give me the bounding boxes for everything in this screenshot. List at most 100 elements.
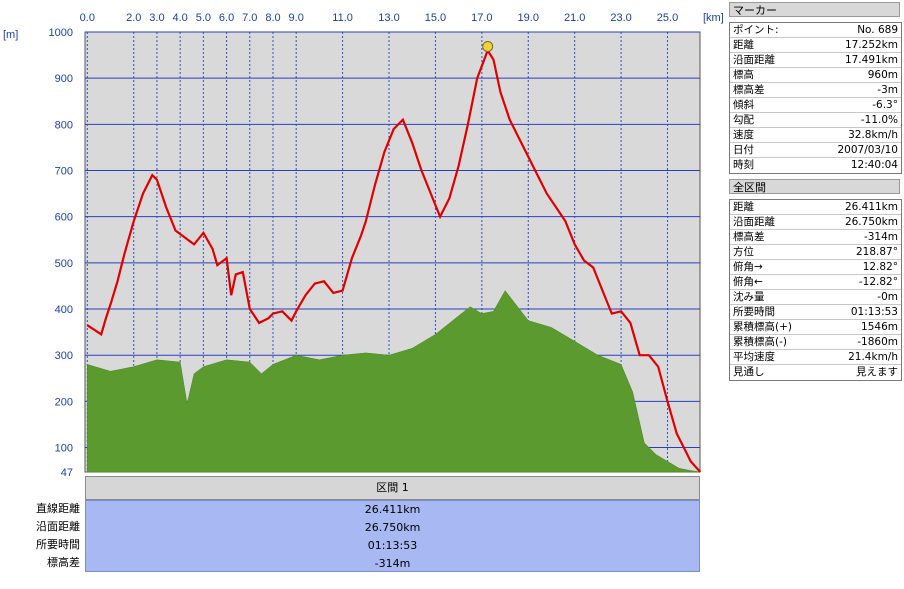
y-tick-label: 1000 <box>49 27 73 39</box>
info-row: 標高差 -3m <box>730 83 901 98</box>
y-tick-label: 600 <box>55 212 73 224</box>
y-tick-label: 300 <box>55 350 73 362</box>
x-tick-label: 11.0 <box>332 12 353 24</box>
y-tick-label: 47 <box>61 467 73 479</box>
info-row: 俯角→ 12.82° <box>730 260 901 275</box>
info-value: -3m <box>877 84 898 96</box>
info-label: 俯角→ <box>733 261 763 273</box>
info-label: 俯角← <box>733 276 763 288</box>
info-value: 12:40:04 <box>850 159 898 171</box>
route-line <box>86 48 702 473</box>
x-unit-label: [km] <box>703 12 724 24</box>
info-value: 32.8km/h <box>848 129 898 141</box>
info-value: -314m <box>863 231 898 243</box>
y-tick-label: 900 <box>55 73 73 85</box>
info-row: 沿面距離 17.491km <box>730 53 901 68</box>
info-row: 累積標高(+) 1546m <box>730 320 901 335</box>
info-value: 26.411km <box>844 201 898 213</box>
info-value: 17.491km <box>844 54 898 66</box>
info-value: 26.750km <box>844 216 898 228</box>
info-label: 日付 <box>733 144 754 156</box>
info-value: 21.4km/h <box>848 351 898 363</box>
y-tick-label: 400 <box>55 304 73 316</box>
info-label: 累積標高(-) <box>733 336 787 348</box>
section-value: 26.750km <box>364 521 421 534</box>
info-value: 1546m <box>861 321 898 333</box>
all-section-info-panel: 距離 26.411km 沿面距離 26.750km 標高差 -314m 方位 218.87° 俯… <box>729 199 902 381</box>
info-row: 時刻 12:40:04 <box>730 158 901 173</box>
info-label: 速度 <box>733 129 754 141</box>
x-tick-labels: 0.0 2.0 3.0 4.0 5.0 6.0 7.0 8.0 9.0 11.0 13.0 15.0 1… <box>80 12 679 24</box>
info-row: 速度 32.8km/h <box>730 128 901 143</box>
section-values: 26.411km 26.750km 01:13:53 -314m <box>85 500 700 572</box>
info-value: -12.82° <box>858 276 898 288</box>
info-label: 標高差 <box>733 231 765 243</box>
y-unit-label: [m] <box>3 29 18 41</box>
info-label: 所要時間 <box>733 306 775 318</box>
info-label: 沿面距離 <box>733 54 775 66</box>
info-row: 沿面距離 26.750km <box>730 215 901 230</box>
info-row: 方位 218.87° <box>730 245 901 260</box>
marker-info-panel: ポイント: No. 689 距離 17.252km 沿面距離 17.491km 標高 960m… <box>729 22 902 174</box>
y-tick-label: 700 <box>55 166 73 178</box>
x-tick-label: 21.0 <box>564 12 585 24</box>
section-label: 沿面距離 <box>36 520 80 533</box>
info-value: 960m <box>867 69 898 81</box>
info-label: 標高 <box>733 69 754 81</box>
info-row: 傾斜 -6.3° <box>730 98 901 113</box>
x-tick-label: 5.0 <box>196 12 211 24</box>
x-tick-label: 13.0 <box>378 12 399 24</box>
x-tick-label: 3.0 <box>149 12 164 24</box>
info-row: 累積標高(-) -1860m <box>730 335 901 350</box>
info-label: 沈み量 <box>733 291 765 303</box>
x-tick-label: 23.0 <box>610 12 631 24</box>
section-value: -314m <box>374 557 411 570</box>
info-value: 218.87° <box>856 246 898 258</box>
info-row: 俯角← -12.82° <box>730 275 901 290</box>
info-row: ポイント: No. 689 <box>730 23 901 38</box>
y-tick-label: 500 <box>55 258 73 270</box>
info-label: 標高差 <box>733 84 765 96</box>
info-label: 平均速度 <box>733 351 775 363</box>
y-tick-labels: 1000 900 800 700 600 500 400 300 200 100 47 <box>49 27 73 479</box>
info-value: -6.3° <box>872 99 898 111</box>
section-value: 26.411km <box>364 503 421 516</box>
info-value: -1860m <box>857 336 898 348</box>
info-value: -0m <box>877 291 898 303</box>
x-tick-label: 0.0 <box>80 12 95 24</box>
x-tick-label: 2.0 <box>126 12 141 24</box>
x-tick-label: 17.0 <box>471 12 492 24</box>
position-marker[interactable] <box>482 40 494 52</box>
y-tick-label: 100 <box>55 443 73 455</box>
info-row: 見通し 見えます <box>730 365 901 380</box>
info-row: 距離 26.411km <box>730 200 901 215</box>
info-row: 勾配 -11.0% <box>730 113 901 128</box>
info-label: 見通し <box>733 366 765 378</box>
info-row: 所要時間 01:13:53 <box>730 305 901 320</box>
x-tick-label: 7.0 <box>242 12 257 24</box>
x-tick-label: 8.0 <box>265 12 280 24</box>
info-value: 2007/03/10 <box>837 144 898 156</box>
info-label: 距離 <box>733 39 754 51</box>
info-row: 距離 17.252km <box>730 38 901 53</box>
info-row: 沈み量 -0m <box>730 290 901 305</box>
section-label: 標高差 <box>47 556 80 569</box>
info-label: 時刻 <box>733 159 754 171</box>
x-tick-label: 9.0 <box>289 12 304 24</box>
y-tick-label: 200 <box>55 396 73 408</box>
section-value: 01:13:53 <box>367 539 418 552</box>
info-row: 日付 2007/03/10 <box>730 143 901 158</box>
x-tick-label: 19.0 <box>518 12 539 24</box>
info-label: 距離 <box>733 201 754 213</box>
marker-icon[interactable] <box>482 40 494 52</box>
info-value: 12.82° <box>862 261 898 273</box>
info-row: 平均速度 21.4km/h <box>730 350 901 365</box>
section-header[interactable]: 区間 1 <box>85 476 700 500</box>
info-label: 沿面距離 <box>733 216 775 228</box>
x-tick-label: 4.0 <box>173 12 188 24</box>
x-tick-label: 15.0 <box>425 12 446 24</box>
info-value: 01:13:53 <box>850 306 898 318</box>
info-label: 傾斜 <box>733 99 754 111</box>
marker-panel-title: マーカー <box>729 2 900 17</box>
